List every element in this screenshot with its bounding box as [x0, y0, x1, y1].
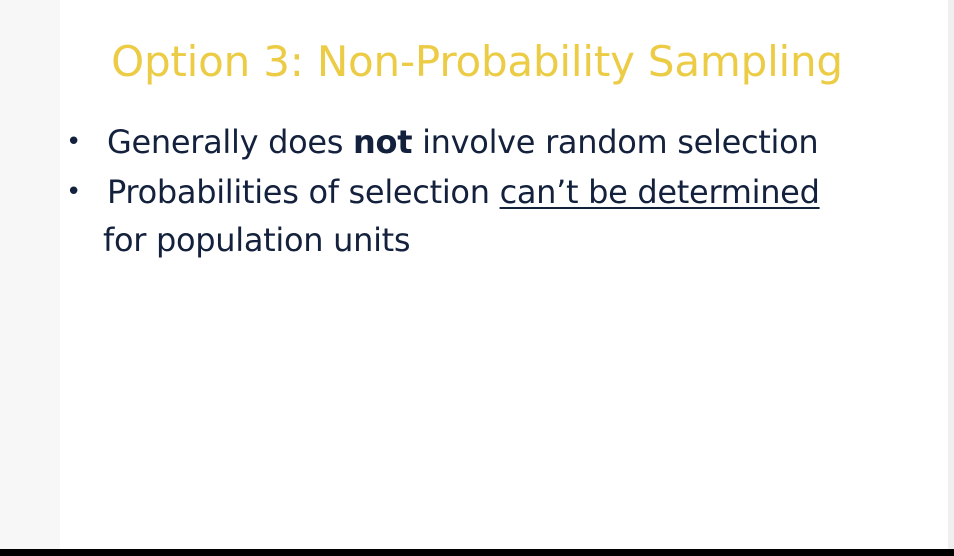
bullet-dot-icon: • — [66, 177, 82, 207]
bullet-dot-icon: • — [66, 127, 82, 157]
bullet-item-random-selection: • Generally does not involve random sele… — [60, 118, 940, 166]
bottom-black-bar — [0, 549, 954, 556]
bullet-item-selection-probabilities: • Probabilities of selection can’t be de… — [60, 168, 940, 264]
bullet-text-part: involve random selection — [412, 123, 819, 161]
slide-left-margin — [0, 0, 60, 549]
bullet-text: Probabilities of selection can’t be dete… — [103, 173, 940, 264]
slide-right-edge — [948, 0, 954, 549]
bullet-text: Generally does not involve random select… — [107, 123, 819, 161]
bullet-list: • Generally does not involve random sele… — [60, 118, 940, 266]
bullet-underlined-phrase: can’t be determined — [499, 173, 820, 211]
slide-title: Option 3: Non-Probability Sampling — [111, 37, 843, 86]
bullet-text-continuation: for population units — [103, 221, 411, 259]
bullet-text-part: Probabilities of selection — [107, 173, 500, 211]
bullet-emphasis: not — [353, 123, 413, 161]
bullet-text-part: Generally does — [107, 123, 354, 161]
